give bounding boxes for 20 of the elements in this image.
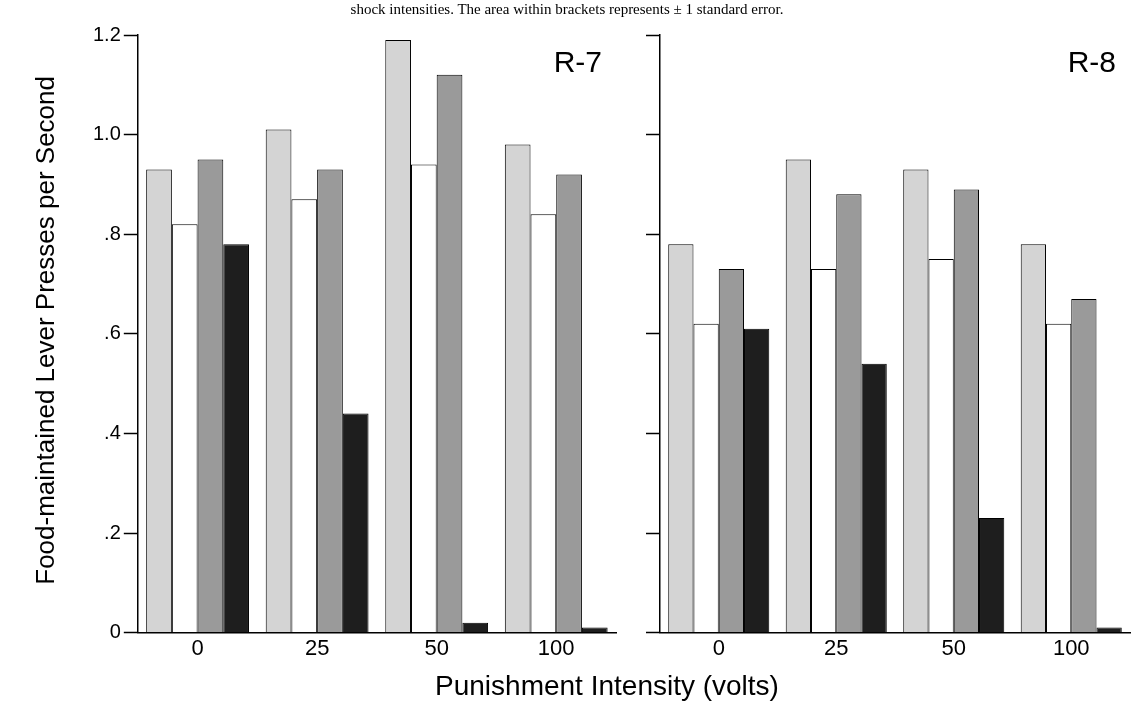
y-tick-label: 1.0	[92, 122, 121, 145]
chart-title: R-8	[1067, 45, 1116, 79]
y-tick-label: .8	[104, 221, 121, 244]
x-tick-label: 25	[304, 634, 330, 660]
y-tick-label: .2	[104, 520, 121, 543]
x-tick-label: 50	[941, 634, 966, 660]
x-tick-label: 100	[1052, 634, 1090, 660]
x-tick-label: 50	[424, 634, 449, 660]
x-tick-label: 0	[191, 634, 204, 660]
y-tick-label: .4	[104, 420, 121, 443]
x-tick-label: 100	[537, 634, 575, 660]
x-tick-label: 25	[824, 634, 849, 660]
text: shock intensities. The area within brackets represents ± 1 standard error.	[349, 0, 785, 18]
chart-title: R-7	[553, 45, 602, 79]
x-axis-title: Punishment Intensity (volts)	[434, 670, 780, 702]
y-tick-label: .6	[104, 321, 121, 344]
y-tick-label: 0	[109, 620, 121, 643]
y-axis-title: Food-maintained Lever Presses per Second	[30, 75, 60, 585]
x-tick-label: 0	[712, 634, 725, 660]
y-tick-label: 1.2	[92, 22, 121, 45]
